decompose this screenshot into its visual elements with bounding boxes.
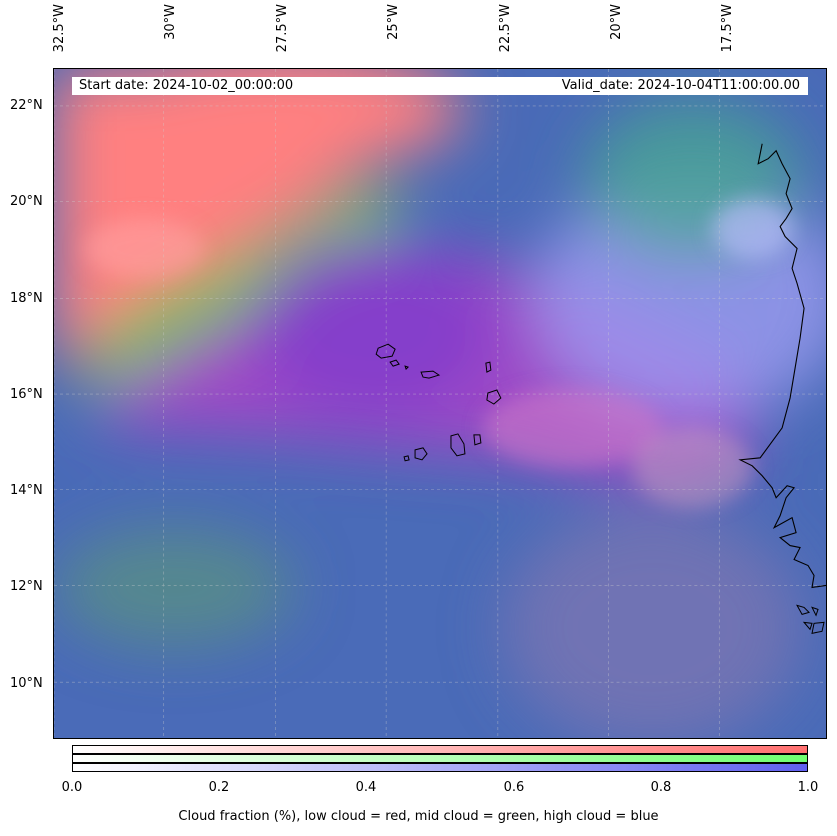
colorbar-high-cloud bbox=[72, 763, 808, 772]
colorbar-canvas bbox=[72, 745, 808, 772]
colorbar-tick-0-6: 0.6 bbox=[503, 780, 525, 795]
cloud-map[interactable] bbox=[53, 68, 827, 739]
valid-date: Valid_date: 2024-10-04T11:00:00.00 bbox=[561, 78, 800, 93]
mid-cloud-lower-left bbox=[54, 527, 294, 648]
colorbar-low-cloud bbox=[72, 745, 808, 754]
africa-coastline bbox=[738, 143, 826, 589]
cloud-detail bbox=[83, 198, 793, 508]
date-strip: Start date: 2024-10-02_00:00:00 Valid_da… bbox=[72, 77, 808, 95]
island-sao-nicolau bbox=[420, 370, 441, 379]
lon-label-17-5w: 17.5°W bbox=[720, 4, 735, 53]
colorbar-tick-0-4: 0.4 bbox=[355, 780, 377, 795]
lon-label-30w: 30°W bbox=[163, 4, 178, 40]
cloud-map-canvas bbox=[54, 69, 826, 738]
lon-label-32-5w: 32.5°W bbox=[52, 4, 67, 53]
lat-label-18n: 18°N bbox=[10, 291, 43, 306]
cape-verde-islands bbox=[375, 343, 502, 462]
island-boa-vista bbox=[486, 389, 502, 405]
lat-label-20n: 20°N bbox=[10, 194, 43, 209]
gridlines bbox=[54, 69, 826, 738]
lon-label-22-5w: 22.5°W bbox=[498, 4, 513, 53]
island-brava bbox=[403, 455, 410, 462]
start-date: Start date: 2024-10-02_00:00:00 bbox=[79, 78, 294, 93]
lat-label-10n: 10°N bbox=[10, 676, 43, 691]
island-sao-vicente bbox=[389, 359, 400, 367]
island-fogo bbox=[414, 447, 428, 461]
lat-label-14n: 14°N bbox=[10, 483, 43, 498]
purple-patch bbox=[253, 238, 493, 418]
colorbar-caption: Cloud fraction (%), low cloud = red, mid… bbox=[178, 809, 659, 824]
island-maio bbox=[473, 434, 482, 446]
island-santo-antao bbox=[375, 343, 396, 359]
mixed-cloud-lower-right bbox=[502, 507, 803, 738]
colorbar-tick-0-8: 0.8 bbox=[650, 780, 672, 795]
lon-label-25w: 25°W bbox=[386, 4, 401, 40]
cloud-blobs bbox=[54, 69, 826, 738]
mid-cloud-band bbox=[73, 178, 404, 399]
lat-label-16n: 16°N bbox=[10, 387, 43, 402]
guinea-bissau-islands bbox=[796, 604, 825, 634]
colorbar-tick-0-2: 0.2 bbox=[208, 780, 230, 795]
lon-label-20w: 20°W bbox=[609, 4, 624, 40]
colorbar-mid-cloud bbox=[72, 754, 808, 763]
island-sal bbox=[485, 361, 492, 373]
lon-label-27-5w: 27.5°W bbox=[275, 4, 290, 53]
island-santiago bbox=[450, 433, 466, 457]
island-santa-luzia bbox=[404, 365, 410, 371]
lat-label-12n: 12°N bbox=[10, 579, 43, 594]
colorbar bbox=[72, 745, 808, 772]
lat-label-22n: 22°N bbox=[10, 98, 43, 113]
colorbar-tick-1: 1.0 bbox=[797, 780, 819, 795]
colorbar-tick-0: 0.0 bbox=[61, 780, 83, 795]
